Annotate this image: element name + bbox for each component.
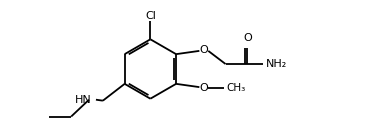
Text: CH₃: CH₃ bbox=[227, 83, 246, 93]
Text: O: O bbox=[199, 83, 208, 93]
Text: O: O bbox=[243, 33, 252, 43]
Text: O: O bbox=[199, 45, 208, 55]
Text: NH₂: NH₂ bbox=[266, 59, 288, 69]
Text: HN: HN bbox=[75, 95, 92, 105]
Text: Cl: Cl bbox=[145, 11, 156, 21]
